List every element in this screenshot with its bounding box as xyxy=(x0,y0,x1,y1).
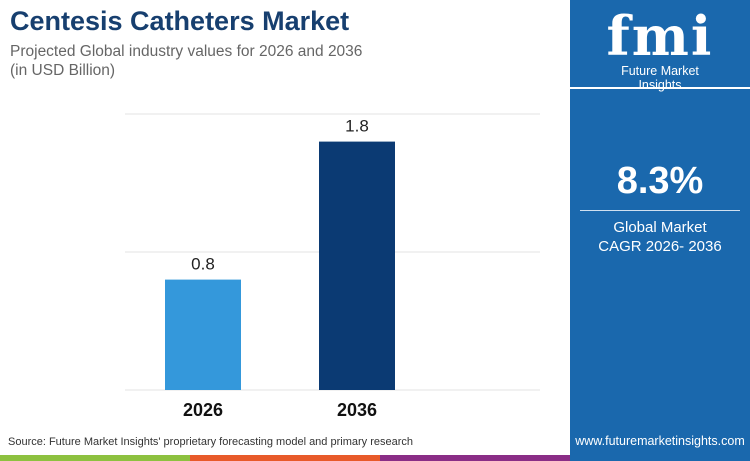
stripe-green xyxy=(0,455,190,461)
bar-2036 xyxy=(319,141,395,390)
chart-subtitle: Projected Global industry values for 202… xyxy=(10,42,362,80)
data-label: 1.8 xyxy=(345,117,369,136)
source-note: Source: Future Market Insights' propriet… xyxy=(8,436,413,448)
x-tick-label: 2036 xyxy=(337,400,377,420)
website-link[interactable]: www.futuremarketinsights.com xyxy=(575,434,745,448)
bar-chart: 0.8 2026 1.8 2036 xyxy=(125,113,540,420)
subtitle-line-1: Projected Global industry values for 202… xyxy=(10,43,363,60)
data-label: 0.8 xyxy=(191,255,215,274)
cagr-label-2: CAGR 2026- 2036 xyxy=(598,238,722,255)
stripe-orange xyxy=(190,455,380,461)
subtitle-line-2: (in USD Billion) xyxy=(10,62,116,79)
stripe-purple xyxy=(380,455,570,461)
x-tick-label: 2026 xyxy=(183,400,223,420)
cagr-label: Global Market CAGR 2026- 2036 xyxy=(570,218,750,256)
bar-2026 xyxy=(165,279,241,390)
fmi-logo: fmi Future Market Insights xyxy=(598,8,722,92)
cagr-label-1: Global Market xyxy=(613,219,707,236)
side-panel: fmi Future Market Insights 8.3% Global M… xyxy=(570,0,750,461)
logo-mark: fmi xyxy=(606,4,714,68)
chart-title: Centesis Catheters Market xyxy=(10,6,350,36)
cagr-separator xyxy=(580,210,740,211)
divider xyxy=(570,87,750,89)
cagr-value: 8.3% xyxy=(616,160,704,202)
